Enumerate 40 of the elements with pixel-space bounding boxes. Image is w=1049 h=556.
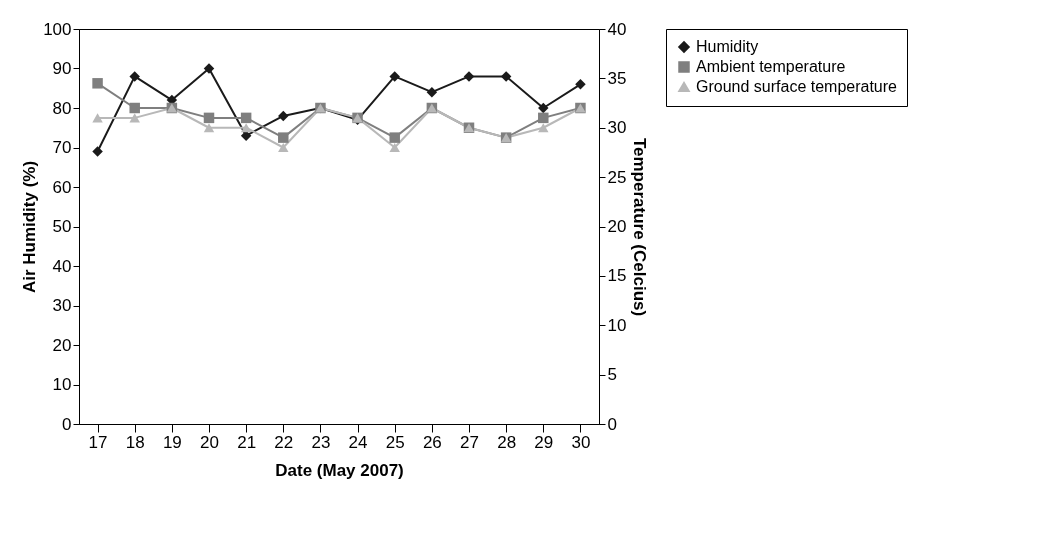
y2-tick-label: 0 bbox=[607, 414, 617, 434]
legend-label: Ground surface temperature bbox=[696, 78, 898, 95]
x-tick-label: 20 bbox=[200, 432, 219, 452]
x-tick-label: 30 bbox=[571, 432, 591, 452]
y-tick-label: 30 bbox=[52, 296, 72, 315]
x-tick-label: 21 bbox=[237, 432, 257, 452]
y-tick-label: 0 bbox=[62, 414, 72, 434]
y-tick-label: 90 bbox=[52, 59, 72, 78]
x-tick-label: 22 bbox=[274, 432, 294, 452]
y-tick-label: 100 bbox=[43, 19, 72, 39]
y2-tick-label: 15 bbox=[607, 266, 627, 286]
x-tick-label: 26 bbox=[422, 432, 442, 452]
x-tick-label: 29 bbox=[534, 432, 554, 452]
legend-label: Ambient temperature bbox=[696, 58, 846, 75]
x-tick-label: 18 bbox=[125, 432, 145, 452]
x-tick-label: 17 bbox=[88, 432, 108, 452]
y2-tick-label: 40 bbox=[607, 19, 627, 39]
y2-tick-label: 35 bbox=[607, 68, 627, 88]
y-tick-label: 70 bbox=[52, 138, 72, 157]
x-tick-label: 19 bbox=[162, 432, 182, 452]
x-tick-label: 28 bbox=[497, 432, 517, 452]
y2-tick-label: 20 bbox=[607, 217, 627, 236]
x-tick-label: 24 bbox=[348, 432, 368, 452]
y-tick-label: 10 bbox=[52, 375, 72, 394]
y2-tick-label: 5 bbox=[607, 365, 617, 385]
y2-tick-label: 30 bbox=[607, 118, 627, 138]
y-tick-label: 60 bbox=[52, 177, 72, 197]
y-tick-label: 20 bbox=[52, 335, 72, 355]
y-tick-label: 50 bbox=[52, 217, 72, 236]
x-tick-label: 23 bbox=[311, 432, 331, 452]
y-tick-label: 40 bbox=[52, 256, 72, 276]
y-axis-title: Air Humidity (%) bbox=[20, 160, 40, 294]
x-tick-label: 25 bbox=[385, 432, 405, 452]
x-axis-title: Date (May 2007) bbox=[275, 460, 404, 480]
y2-tick-label: 10 bbox=[607, 315, 627, 335]
y2-tick-label: 25 bbox=[607, 167, 627, 187]
y-tick-label: 80 bbox=[52, 98, 72, 118]
y2-axis-title: Temperature (Celcius) bbox=[630, 137, 650, 317]
x-tick-label: 27 bbox=[460, 432, 479, 452]
legend-label: Humidity bbox=[696, 38, 759, 55]
